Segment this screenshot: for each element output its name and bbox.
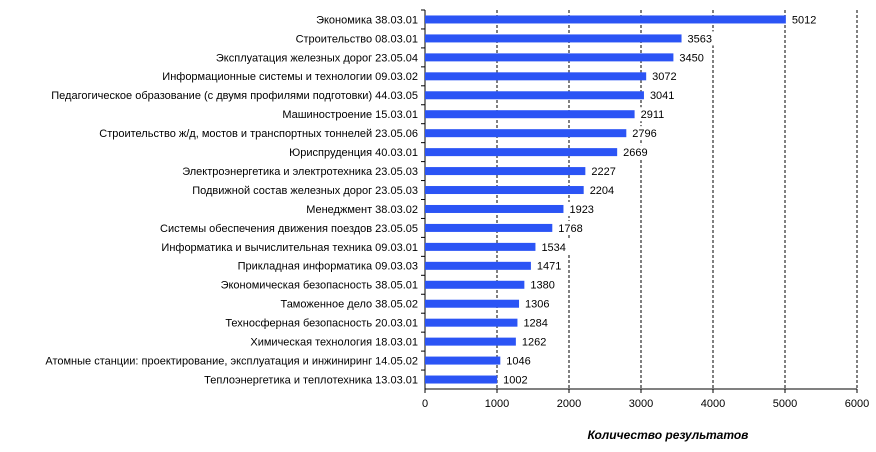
- value-label: 1534: [541, 242, 565, 254]
- y-tick-label: Экономическая безопасность 38.05.01: [221, 280, 418, 292]
- value-label: 1380: [530, 280, 554, 292]
- label-bg: [503, 353, 536, 368]
- label-bg: [520, 315, 553, 330]
- value-label: 1284: [523, 318, 547, 330]
- y-tick-label: Строительство ж/д, мостов и транспортных…: [99, 128, 418, 140]
- bar: [425, 15, 786, 24]
- bar: [425, 91, 644, 100]
- bar: [425, 110, 635, 119]
- value-label: 1923: [569, 204, 593, 216]
- value-label: 1046: [506, 355, 530, 367]
- value-label: 3072: [652, 71, 676, 83]
- y-tick-label: Электроэнергетика и электротехника 23.05…: [182, 166, 418, 178]
- value-label: 1002: [503, 374, 527, 386]
- y-tick-label: Теплоэнергетика и теплотехника 13.03.01: [204, 374, 418, 386]
- y-tick-label: Информационные системы и технологии 09.0…: [162, 71, 418, 83]
- y-tick-label: Юриспруденция 40.03.01: [289, 147, 418, 159]
- label-bg: [629, 126, 662, 141]
- bar: [425, 34, 682, 43]
- value-label: 2911: [641, 109, 665, 121]
- x-tick-label: 3000: [629, 398, 653, 410]
- bar: [425, 72, 647, 81]
- label-bg: [522, 296, 555, 311]
- bar: [425, 280, 525, 289]
- value-label: 1768: [558, 223, 582, 235]
- label-bg: [533, 258, 566, 273]
- value-label: 3041: [650, 90, 674, 102]
- label-bg: [646, 88, 679, 103]
- value-label: 1306: [525, 299, 549, 311]
- y-tick-label: Строительство 08.03.01: [296, 33, 418, 45]
- y-tick-label: Машиностроение 15.03.01: [282, 109, 418, 121]
- bar: [425, 223, 553, 232]
- y-tick-label: Подвижной состав железных дорог 23.05.03: [192, 185, 418, 197]
- label-bg: [566, 201, 599, 216]
- x-tick-label: 2000: [557, 398, 581, 410]
- x-axis-label: Количество результатов: [588, 428, 749, 442]
- value-label: 1471: [537, 261, 561, 273]
- x-tick-label: 5000: [773, 398, 797, 410]
- label-bg: [586, 183, 619, 198]
- value-label: 1262: [522, 337, 546, 349]
- y-tick-label: Прикладная информатика 09.03.03: [238, 261, 418, 273]
- value-label: 5012: [792, 14, 816, 26]
- bar: [425, 53, 674, 62]
- value-label: 2796: [632, 128, 656, 140]
- value-label: 2227: [591, 166, 615, 178]
- label-bg: [555, 220, 588, 235]
- value-label: 2669: [623, 147, 647, 159]
- x-tick-label: 6000: [845, 398, 869, 410]
- label-bg: [620, 145, 653, 160]
- bar: [425, 242, 536, 251]
- bar: [425, 129, 627, 138]
- bar: [425, 148, 618, 157]
- bar: [425, 299, 520, 308]
- label-bg: [527, 277, 560, 292]
- y-tick-label: Эксплуатация железных дорог 23.05.04: [216, 52, 418, 64]
- y-tick-label: Информатика и вычислительная техника 09.…: [161, 242, 418, 254]
- label-bg: [538, 239, 571, 254]
- label-bg: [637, 107, 670, 122]
- value-label: 2204: [590, 185, 614, 197]
- x-tick-label: 4000: [701, 398, 725, 410]
- bar: [425, 337, 516, 346]
- bar: [425, 375, 498, 384]
- x-tick-label: 0: [422, 398, 428, 410]
- label-bg: [588, 164, 621, 179]
- label-bg: [676, 50, 709, 65]
- label-bg: [684, 31, 717, 46]
- bar: [425, 186, 584, 195]
- value-label: 3450: [679, 52, 703, 64]
- bar: [425, 356, 501, 365]
- y-tick-label: Химическая технология 18.03.01: [250, 337, 418, 349]
- value-label: 3563: [688, 33, 712, 45]
- label-bg: [788, 12, 821, 27]
- bar: [425, 204, 564, 213]
- y-tick-label: Атомные станции: проектирование, эксплуа…: [45, 355, 418, 367]
- y-tick-label: Системы обеспечения движения поездов 23.…: [160, 223, 418, 235]
- y-tick-label: Менеджмент 38.03.02: [306, 204, 418, 216]
- y-tick-label: Экономика 38.03.01: [316, 14, 418, 26]
- y-tick-label: Педагогическое образование (с двумя проф…: [51, 90, 418, 102]
- label-bg: [500, 372, 533, 387]
- bar: [425, 261, 531, 270]
- y-tick-label: Таможенное дело 38.05.02: [280, 299, 418, 311]
- label-bg: [518, 334, 551, 349]
- label-bg: [649, 69, 682, 84]
- x-tick-label: 1000: [485, 398, 509, 410]
- bar: [425, 167, 586, 176]
- bar: [425, 318, 518, 327]
- y-tick-label: Техносферная безопасность 20.03.01: [225, 318, 418, 330]
